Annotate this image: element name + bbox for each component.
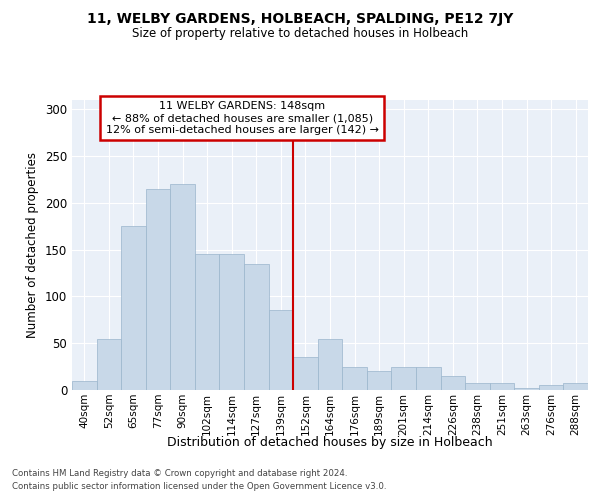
Bar: [490, 384, 514, 390]
Y-axis label: Number of detached properties: Number of detached properties: [26, 152, 40, 338]
Text: 11 WELBY GARDENS: 148sqm
← 88% of detached houses are smaller (1,085)
12% of sem: 11 WELBY GARDENS: 148sqm ← 88% of detach…: [106, 102, 379, 134]
Bar: [293, 358, 318, 390]
Bar: [563, 382, 588, 390]
Bar: [244, 264, 269, 390]
Bar: [220, 254, 244, 390]
Bar: [391, 366, 416, 390]
Bar: [342, 366, 367, 390]
Bar: [170, 184, 195, 390]
Text: Contains public sector information licensed under the Open Government Licence v3: Contains public sector information licen…: [12, 482, 386, 491]
Bar: [72, 380, 97, 390]
Text: Contains HM Land Registry data © Crown copyright and database right 2024.: Contains HM Land Registry data © Crown c…: [12, 468, 347, 477]
Bar: [367, 372, 391, 390]
Bar: [97, 338, 121, 390]
Bar: [416, 366, 440, 390]
Bar: [539, 386, 563, 390]
Bar: [514, 388, 539, 390]
Text: Distribution of detached houses by size in Holbeach: Distribution of detached houses by size …: [167, 436, 493, 449]
Bar: [146, 189, 170, 390]
Text: 11, WELBY GARDENS, HOLBEACH, SPALDING, PE12 7JY: 11, WELBY GARDENS, HOLBEACH, SPALDING, P…: [87, 12, 513, 26]
Bar: [195, 254, 220, 390]
Bar: [440, 376, 465, 390]
Text: Size of property relative to detached houses in Holbeach: Size of property relative to detached ho…: [132, 28, 468, 40]
Bar: [269, 310, 293, 390]
Bar: [318, 338, 342, 390]
Bar: [465, 384, 490, 390]
Bar: [121, 226, 146, 390]
